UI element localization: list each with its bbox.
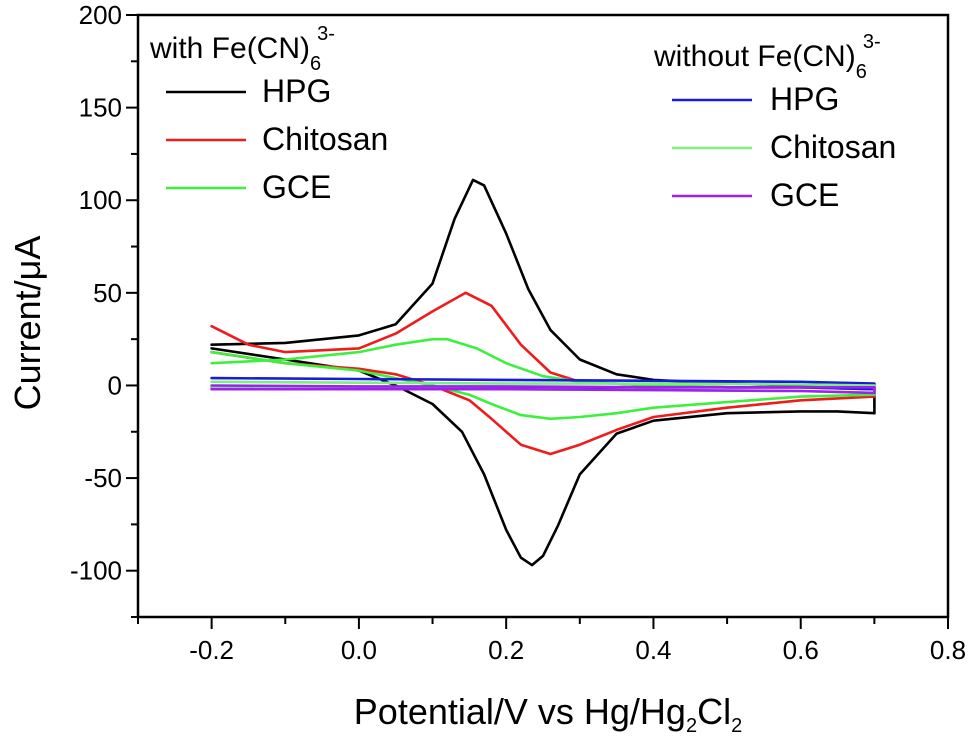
y-tick-label: -100 — [70, 556, 122, 586]
legend-label: HPG — [262, 73, 331, 109]
y-tick-label: -50 — [84, 463, 122, 493]
y-tick-label: 50 — [93, 278, 122, 308]
y-tick-label: 0 — [108, 370, 122, 400]
legend-label: GCE — [262, 169, 331, 205]
legend-label: Chitosan — [770, 129, 896, 165]
y-axis-title: Current/μA — [7, 236, 48, 411]
axis-layer: -0.2 0.0 0.2 0.4 0.6 0.8 -100 -50 0 50 100 150 200 — [70, 0, 966, 665]
x-tick-label: 0.0 — [341, 635, 377, 665]
x-axis-title-mid: Cl — [697, 691, 731, 732]
x-axis-title-sub1: 2 — [686, 715, 697, 737]
legend-label: GCE — [770, 177, 839, 213]
legend-label: HPG — [770, 81, 839, 117]
series-line-with-gce — [210, 337, 876, 421]
y-tick-label: 100 — [79, 185, 122, 215]
plot-frame — [136, 13, 950, 619]
x-tick-label: 0.6 — [783, 635, 819, 665]
x-axis-title-main: Potential/V vs Hg/Hg — [354, 691, 686, 732]
legend-heading-with: with Fe(CN)63- — [149, 23, 335, 75]
y-tick-label: 150 — [79, 93, 122, 123]
x-tick-label: 0.2 — [488, 635, 524, 665]
x-axis-title-sub2: 2 — [731, 715, 742, 737]
x-tick-label: -0.2 — [189, 635, 234, 665]
x-tick-label: 0.4 — [635, 635, 671, 665]
legend-heading-without: without Fe(CN)63- — [653, 31, 881, 83]
series-line-without-gce — [210, 384, 876, 395]
y-tick-label: 200 — [79, 0, 122, 30]
x-tick-label: 0.8 — [930, 635, 966, 665]
series-layer — [210, 178, 876, 567]
x-axis-title: Potential/V vs Hg/Hg2Cl2 — [354, 691, 742, 737]
series-line-with-hpg — [210, 178, 876, 567]
legend-label: Chitosan — [262, 121, 388, 157]
